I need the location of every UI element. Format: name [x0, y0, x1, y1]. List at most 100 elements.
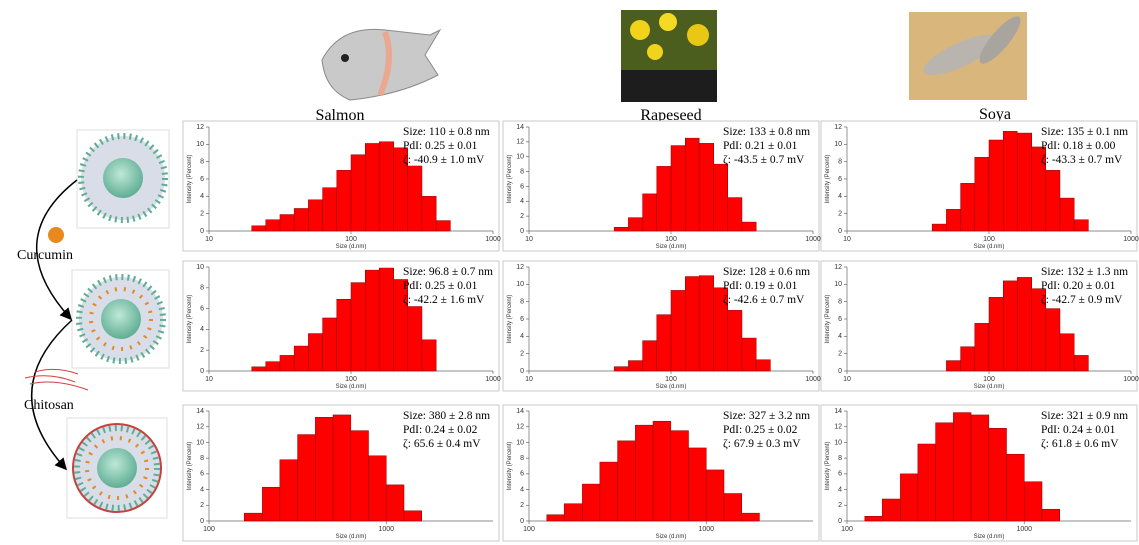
chart: 0 2 4 6 8 10 12 14 100 1000 Size (d.nm) Intensity (… [502, 404, 820, 542]
x-axis-label: Size (d.nm) [656, 534, 687, 540]
bar [350, 154, 366, 232]
bar [1016, 132, 1032, 232]
bar [582, 483, 601, 522]
bar [727, 310, 743, 372]
annotation: ζ: -43.5 ± 0.7 mV [723, 154, 805, 166]
y-tick-label: 2 [200, 347, 204, 354]
bar [322, 317, 338, 372]
y-tick-label: 0 [200, 368, 204, 375]
y-tick-label: 2 [520, 213, 524, 220]
bar [386, 484, 405, 522]
x-tick-label: 1000 [1123, 236, 1139, 243]
bar [617, 440, 636, 522]
bar [368, 455, 387, 522]
annotation: ζ: -40.9 ± 1.0 mV [403, 154, 485, 166]
bar [251, 225, 267, 232]
y-axis-label: Intensity (Percent) [825, 442, 831, 491]
annotation: PdI: 0.25 ± 0.01 [403, 280, 478, 292]
y-tick-label: 4 [520, 486, 524, 493]
y-tick-label: 4 [200, 193, 204, 200]
bar [900, 473, 919, 522]
bar [1045, 170, 1061, 232]
bar [407, 165, 423, 232]
y-tick-label: 12 [516, 139, 524, 146]
annotation: PdI: 0.21 ± 0.01 [723, 140, 798, 152]
bar [403, 510, 422, 522]
bar [1045, 308, 1061, 372]
y-tick-label: 10 [196, 141, 204, 148]
x-tick-label: 10 [205, 236, 213, 243]
annotation: ζ: 67.9 ± 0.3 mV [723, 438, 801, 450]
y-tick-label: 14 [516, 408, 524, 415]
x-axis-label: Size (d.nm) [336, 244, 367, 250]
bar [670, 430, 689, 522]
y-axis-label: Intensity (Percent) [187, 155, 193, 204]
y-tick-label: 0 [520, 368, 524, 375]
annotation: Size: 321 ± 0.9 nm [1041, 410, 1128, 422]
annotation: ζ: 65.6 ± 0.4 mV [403, 438, 481, 450]
bar [563, 503, 583, 522]
y-axis-label: Intensity (Percent) [825, 295, 831, 344]
bar [741, 337, 757, 372]
chart: 0 2 4 6 8 10 12 10 100 1000 Size (d.nm) Intensity (… [502, 260, 821, 392]
bar [243, 512, 263, 522]
step-label: Chitosan [24, 398, 74, 413]
y-tick-label: 2 [520, 502, 524, 509]
y-tick-label: 8 [838, 299, 842, 306]
annotation: Size: 128 ± 0.6 nm [723, 266, 810, 278]
bar [279, 459, 298, 522]
bar [308, 199, 323, 232]
chart: 0 2 4 6 8 10 10 100 1000 Size (d.nm) Intensity (Pe… [182, 260, 501, 392]
y-tick-label: 6 [838, 176, 842, 183]
bar [741, 221, 757, 232]
y-tick-label: 0 [838, 228, 842, 235]
annotation: Size: 327 ± 3.2 nm [723, 410, 810, 422]
bar [656, 166, 672, 232]
bar [881, 498, 901, 522]
bar [407, 306, 423, 372]
x-tick-label: 100 [345, 236, 357, 243]
bar [421, 339, 437, 372]
annotation: ζ: 61.8 ± 0.6 mV [1041, 438, 1119, 450]
y-tick-label: 10 [834, 439, 842, 446]
y-tick-label: 0 [200, 228, 204, 235]
y-tick-label: 8 [838, 159, 842, 166]
bar [698, 143, 714, 232]
y-tick-label: 12 [196, 424, 204, 431]
chart: 0 2 4 6 8 10 12 14 100 1000 Size (d.nm) Intensity (… [820, 404, 1138, 542]
bar [1059, 197, 1075, 232]
column-title: Rapeseed [640, 107, 701, 124]
bar [706, 469, 725, 522]
bar [315, 417, 334, 522]
bar [1073, 219, 1089, 232]
bar [336, 170, 352, 232]
bar [1003, 131, 1018, 232]
bar [970, 414, 990, 522]
bar [1059, 333, 1075, 372]
y-axis-label: Intensity (Percent) [187, 442, 193, 491]
chart: 0 2 4 6 8 10 12 10 100 1000 Size (d.nm) Intensity (… [182, 120, 501, 252]
y-tick-label: 10 [516, 281, 524, 288]
annotation: Size: 380 ± 2.8 nm [403, 410, 490, 422]
bar [332, 414, 352, 522]
bar [628, 360, 643, 372]
y-tick-label: 6 [520, 471, 524, 478]
bar [688, 447, 707, 522]
y-tick-label: 2 [200, 502, 204, 509]
x-tick-label: 10 [843, 236, 851, 243]
bar [741, 512, 760, 522]
chart: 0 2 4 6 8 10 12 14 100 1000 Size (d.nm) Intensity (… [182, 404, 500, 542]
bar [652, 420, 672, 522]
bar [946, 209, 961, 232]
bar [350, 282, 366, 372]
y-tick-label: 10 [834, 141, 842, 148]
bar [421, 196, 437, 232]
bar [931, 223, 947, 232]
y-tick-label: 6 [838, 316, 842, 323]
annotation: PdI: 0.24 ± 0.01 [1041, 424, 1116, 436]
y-tick-label: 0 [520, 518, 524, 525]
bar [974, 157, 990, 232]
annotation: ζ: -42.2 ± 1.6 mV [403, 294, 485, 306]
x-tick-label: 100 [983, 376, 995, 383]
